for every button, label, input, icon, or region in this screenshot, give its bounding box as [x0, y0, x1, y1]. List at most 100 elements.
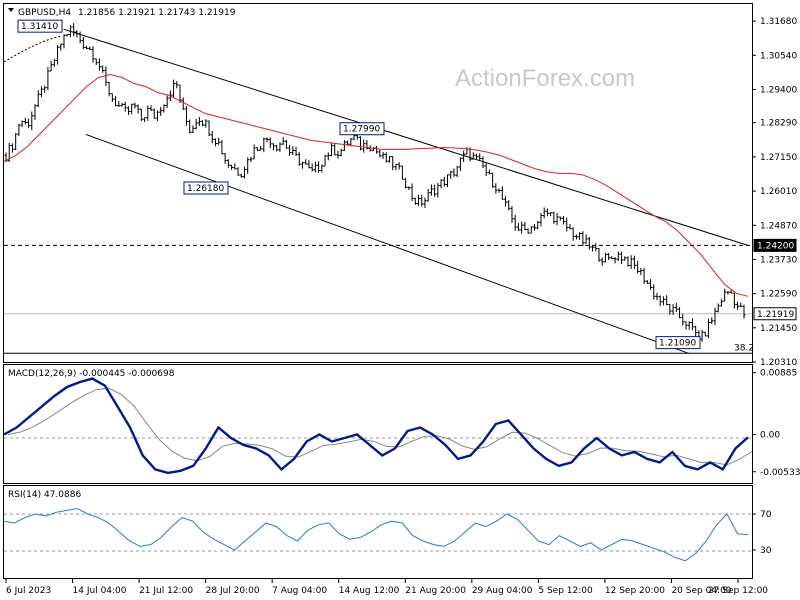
- price-candle: [159, 106, 163, 116]
- price-candle: [101, 65, 105, 73]
- price-candle: [194, 118, 198, 130]
- price-candle: [607, 253, 611, 261]
- price-candle: [88, 46, 92, 50]
- time-tick-label: 21 Jul 12:00: [139, 586, 193, 596]
- price-candle: [223, 153, 227, 164]
- price-candle: [210, 130, 214, 144]
- price-candle: [120, 102, 124, 107]
- price-candle: [291, 145, 295, 156]
- price-candle: [690, 318, 694, 331]
- price-candle: [400, 165, 404, 180]
- price-candle: [668, 303, 672, 315]
- macd-line: [3, 377, 749, 475]
- price-candle: [217, 137, 221, 145]
- price-candle: [478, 153, 482, 161]
- price-candle: [616, 251, 620, 261]
- price-candle: [526, 228, 530, 234]
- time-tick-label: 7 Aug 04:00: [272, 586, 327, 596]
- price-candle: [587, 237, 591, 250]
- price-candle: [388, 155, 392, 163]
- price-candle: [719, 299, 723, 307]
- price-candle: [123, 101, 127, 112]
- price-candle: [487, 169, 491, 175]
- price-candle: [72, 23, 76, 37]
- price-candle: [613, 257, 617, 264]
- price-candle: [75, 30, 79, 38]
- price-candle: [652, 284, 656, 300]
- price-candle: [381, 152, 385, 160]
- macd-axis: 0.00885 0.00 -0.005334: [752, 369, 800, 478]
- price-candle: [639, 267, 643, 276]
- watermark: ActionForex.com: [455, 65, 635, 92]
- price-candle: [59, 43, 63, 51]
- price-candle: [197, 117, 201, 127]
- price-candle: [578, 232, 582, 240]
- annotation-box: [183, 181, 229, 195]
- price-candle: [68, 24, 72, 38]
- price-candle: [536, 220, 540, 230]
- price-candle: [329, 143, 333, 157]
- price-tick-label: 1.30540: [760, 51, 797, 61]
- price-candle: [465, 147, 469, 155]
- price-candle: [178, 84, 182, 103]
- price-candle: [52, 58, 56, 67]
- price-candle: [130, 103, 134, 115]
- price-candle: [226, 159, 230, 168]
- price-tick-label: 1.27150: [760, 153, 797, 163]
- rsi-tick-label: 30: [760, 546, 772, 556]
- price-candle: [278, 142, 282, 152]
- price-candle: [207, 120, 211, 137]
- level-tag-text: 1.21919: [757, 310, 794, 320]
- price-candle: [462, 150, 466, 162]
- price-candle: [420, 194, 424, 207]
- price-tick-label: 1.28290: [760, 119, 797, 129]
- price-candle: [623, 256, 627, 261]
- price-candle: [584, 234, 588, 244]
- price-candle: [665, 295, 669, 306]
- macd-tick-label: -0.005334: [760, 468, 800, 478]
- price-candle: [342, 140, 346, 152]
- price-candle: [336, 150, 340, 159]
- price-candle: [507, 200, 511, 211]
- annotation-low: 1.26180: [187, 184, 224, 194]
- price-annotations: 1.31410 1.26180 1.27990 1.21090 38.2: [17, 19, 754, 353]
- price-panel-frame: [3, 3, 753, 363]
- price-candle: [497, 188, 501, 193]
- price-candles: [4, 23, 746, 343]
- price-candle: [632, 255, 636, 270]
- price-candle: [107, 81, 111, 97]
- price-candle: [310, 163, 314, 172]
- price-candle: [494, 183, 498, 194]
- price-candle: [294, 146, 298, 156]
- price-candle: [694, 325, 698, 337]
- price-candle: [552, 211, 556, 224]
- price-candle: [687, 321, 691, 330]
- time-tick-label: 20 Sep 04:00: [671, 586, 731, 596]
- price-candle: [449, 170, 453, 179]
- price-candle: [162, 104, 166, 113]
- price-candle: [491, 172, 495, 188]
- price-candle: [603, 252, 607, 263]
- price-candle: [43, 85, 47, 93]
- price-candle: [574, 234, 578, 240]
- time-tick-label: 28 Jul 20:00: [206, 586, 260, 596]
- price-candle: [555, 212, 559, 226]
- price-candle: [471, 152, 475, 160]
- price-candle: [423, 197, 427, 209]
- time-tick-label: 14 Jul 04:00: [73, 586, 127, 596]
- price-candle: [410, 183, 414, 202]
- price-candle: [674, 302, 678, 312]
- price-candle: [358, 136, 362, 151]
- price-candle: [146, 105, 150, 121]
- time-tick-label: 21 Aug 20:00: [405, 586, 466, 596]
- price-candle: [710, 317, 714, 325]
- price-candle: [433, 184, 437, 197]
- time-tick-label: 6 Jul 2023: [6, 586, 51, 596]
- price-candle: [739, 302, 743, 308]
- price-candle: [143, 117, 147, 122]
- price-candle: [732, 292, 736, 309]
- price-candle: [14, 133, 18, 151]
- macd-signal-line: [7, 387, 753, 466]
- price-candle: [549, 212, 553, 217]
- price-candle: [152, 108, 156, 119]
